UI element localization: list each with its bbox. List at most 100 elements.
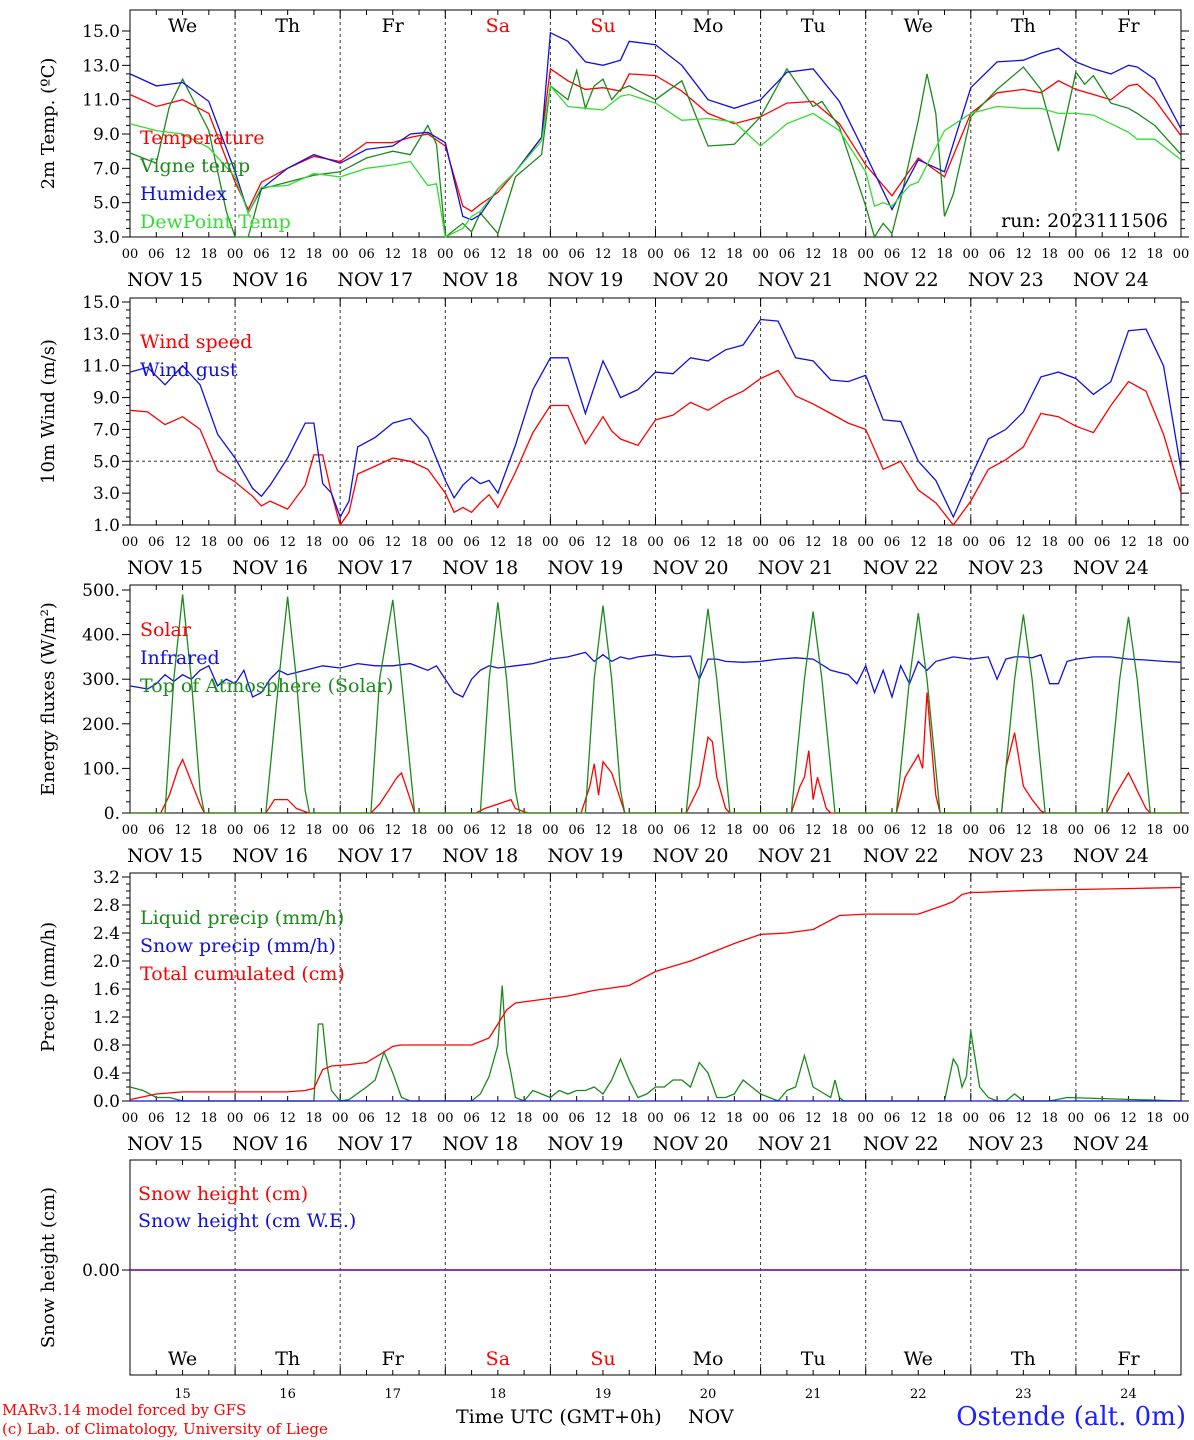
weekday-label: Th bbox=[1011, 1348, 1036, 1370]
hour-tick-label: 12 bbox=[910, 247, 927, 262]
hour-tick-label: 12 bbox=[1015, 1111, 1032, 1126]
hour-tick-label: 18 bbox=[201, 823, 218, 838]
hour-tick-label: 18 bbox=[726, 535, 743, 550]
month-label: NOV bbox=[688, 1406, 734, 1428]
hour-tick-label: 00 bbox=[437, 247, 454, 262]
hour-tick-label: 12 bbox=[910, 823, 927, 838]
legend-entry: Solar bbox=[140, 619, 192, 641]
y-axis-label: 10m Wind (m/s) bbox=[38, 339, 59, 484]
hour-tick-label: 00 bbox=[542, 535, 559, 550]
weekday-label: Fr bbox=[382, 15, 405, 37]
hour-tick-label: 06 bbox=[358, 823, 375, 838]
y-tick-label: 1.0 bbox=[93, 516, 120, 536]
weekday-label: Fr bbox=[1117, 15, 1140, 37]
hour-tick-label: 18 bbox=[516, 823, 533, 838]
hour-tick-label: 18 bbox=[516, 247, 533, 262]
hour-tick-label: 00 bbox=[647, 247, 664, 262]
y-tick-label: 500. bbox=[82, 581, 120, 601]
date-label: NOV 21 bbox=[758, 557, 834, 579]
credit-lab-text: (c) Lab. of Climatology, University of L… bbox=[2, 1420, 328, 1438]
day-number-label: 20 bbox=[700, 1387, 717, 1400]
hour-tick-label: 18 bbox=[621, 1111, 638, 1126]
hour-tick-label: 18 bbox=[1041, 823, 1058, 838]
hour-tick-label: 12 bbox=[174, 823, 191, 838]
hour-tick-label: 06 bbox=[568, 247, 585, 262]
date-label: NOV 20 bbox=[653, 557, 729, 579]
hour-tick-label: 18 bbox=[516, 1111, 533, 1126]
weekday-label: Fr bbox=[1117, 1348, 1140, 1370]
hour-tick-label: 00 bbox=[752, 247, 769, 262]
weekday-label: We bbox=[168, 15, 197, 37]
hour-tick-label: 06 bbox=[779, 823, 796, 838]
hour-tick-label: 12 bbox=[700, 1111, 717, 1126]
y-tick-label: 0.4 bbox=[93, 1064, 120, 1084]
hour-tick-label: 06 bbox=[674, 1111, 691, 1126]
hour-tick-label: 12 bbox=[700, 823, 717, 838]
y-axis-label: Energy fluxes (W/m²) bbox=[38, 602, 59, 796]
y-tick-label: 5.0 bbox=[93, 452, 120, 472]
y-tick-label: 3.0 bbox=[93, 228, 120, 248]
hour-tick-label: 06 bbox=[358, 535, 375, 550]
legend-entry: Total cumulated (cm) bbox=[140, 963, 345, 985]
hour-tick-label: 00 bbox=[752, 1111, 769, 1126]
weekday-label: Su bbox=[590, 1348, 615, 1370]
date-label: NOV 22 bbox=[863, 1133, 939, 1155]
hour-tick-label: 00 bbox=[857, 1111, 874, 1126]
credit-model-text: MARv3.14 model forced by GFS bbox=[2, 1401, 247, 1419]
hour-tick-label: 12 bbox=[279, 823, 296, 838]
hour-tick-label: 06 bbox=[989, 1111, 1006, 1126]
legend-entry: Liquid precip (mm/h) bbox=[140, 907, 344, 929]
run-label: run: 2023111506 bbox=[1001, 210, 1168, 232]
legend-entry: Snow height (cm) bbox=[138, 1183, 308, 1205]
hour-tick-label: 00 bbox=[963, 535, 980, 550]
hour-tick-label: 00 bbox=[122, 1111, 139, 1126]
date-label: NOV 20 bbox=[653, 845, 729, 867]
hour-tick-label: 18 bbox=[726, 1111, 743, 1126]
hour-tick-label: 06 bbox=[884, 535, 901, 550]
date-label: NOV 24 bbox=[1073, 557, 1149, 579]
hour-tick-label: 12 bbox=[279, 247, 296, 262]
legend-entry: Wind speed bbox=[140, 331, 252, 353]
hour-tick-label: 18 bbox=[831, 535, 848, 550]
hour-tick-label: 06 bbox=[253, 247, 270, 262]
hour-tick-label: 18 bbox=[1041, 1111, 1058, 1126]
y-tick-label: 1.6 bbox=[93, 980, 120, 1000]
y-tick-label: 0.8 bbox=[93, 1036, 120, 1056]
weekday-label: Tu bbox=[801, 1348, 826, 1370]
hour-tick-label: 12 bbox=[805, 1111, 822, 1126]
weekday-label: We bbox=[904, 1348, 933, 1370]
hour-tick-label: 12 bbox=[1120, 1111, 1137, 1126]
hour-tick-label: 12 bbox=[910, 1111, 927, 1126]
y-tick-label: 9.0 bbox=[93, 125, 120, 145]
hour-tick-label: 00 bbox=[227, 535, 244, 550]
y-tick-label: 2.8 bbox=[93, 896, 120, 916]
hour-tick-label: 00 bbox=[332, 1111, 349, 1126]
date-label: NOV 20 bbox=[653, 269, 729, 291]
hour-tick-label: 18 bbox=[201, 535, 218, 550]
series-line-wind-speed bbox=[129, 369, 1182, 527]
series-line-total-cumulated-cm- bbox=[129, 886, 1182, 1101]
hour-tick-label: 00 bbox=[437, 1111, 454, 1126]
hour-tick-label: 12 bbox=[805, 247, 822, 262]
hour-tick-label: 18 bbox=[306, 1111, 323, 1126]
date-label: NOV 21 bbox=[758, 269, 834, 291]
y-tick-label: 7.0 bbox=[93, 159, 120, 179]
hour-tick-label: 12 bbox=[384, 1111, 401, 1126]
hour-tick-label: 12 bbox=[490, 535, 507, 550]
hour-tick-label: 18 bbox=[936, 823, 953, 838]
hour-tick-label: 12 bbox=[490, 1111, 507, 1126]
legend-entry: Vigne temp bbox=[139, 155, 250, 177]
y-tick-label: 3.2 bbox=[93, 868, 120, 888]
hour-tick-label: 00 bbox=[1068, 1111, 1085, 1126]
legend-entry: Humidex bbox=[140, 183, 227, 205]
y-tick-label: 13.0 bbox=[82, 56, 120, 76]
y-tick-label: 11.0 bbox=[82, 357, 120, 377]
panel-1: 3.0 5.0 7.0 9.0 11.0 13.0 15.0 2m Temp. (ºC) Tem… bbox=[38, 9, 1189, 291]
hour-tick-label: 00 bbox=[963, 1111, 980, 1126]
y-tick-label: 0. bbox=[104, 804, 120, 824]
date-label: NOV 18 bbox=[442, 845, 518, 867]
hour-tick-label: 00 bbox=[1173, 823, 1190, 838]
hour-tick-label: 06 bbox=[989, 823, 1006, 838]
hour-tick-label: 00 bbox=[542, 1111, 559, 1126]
hour-tick-label: 12 bbox=[805, 535, 822, 550]
